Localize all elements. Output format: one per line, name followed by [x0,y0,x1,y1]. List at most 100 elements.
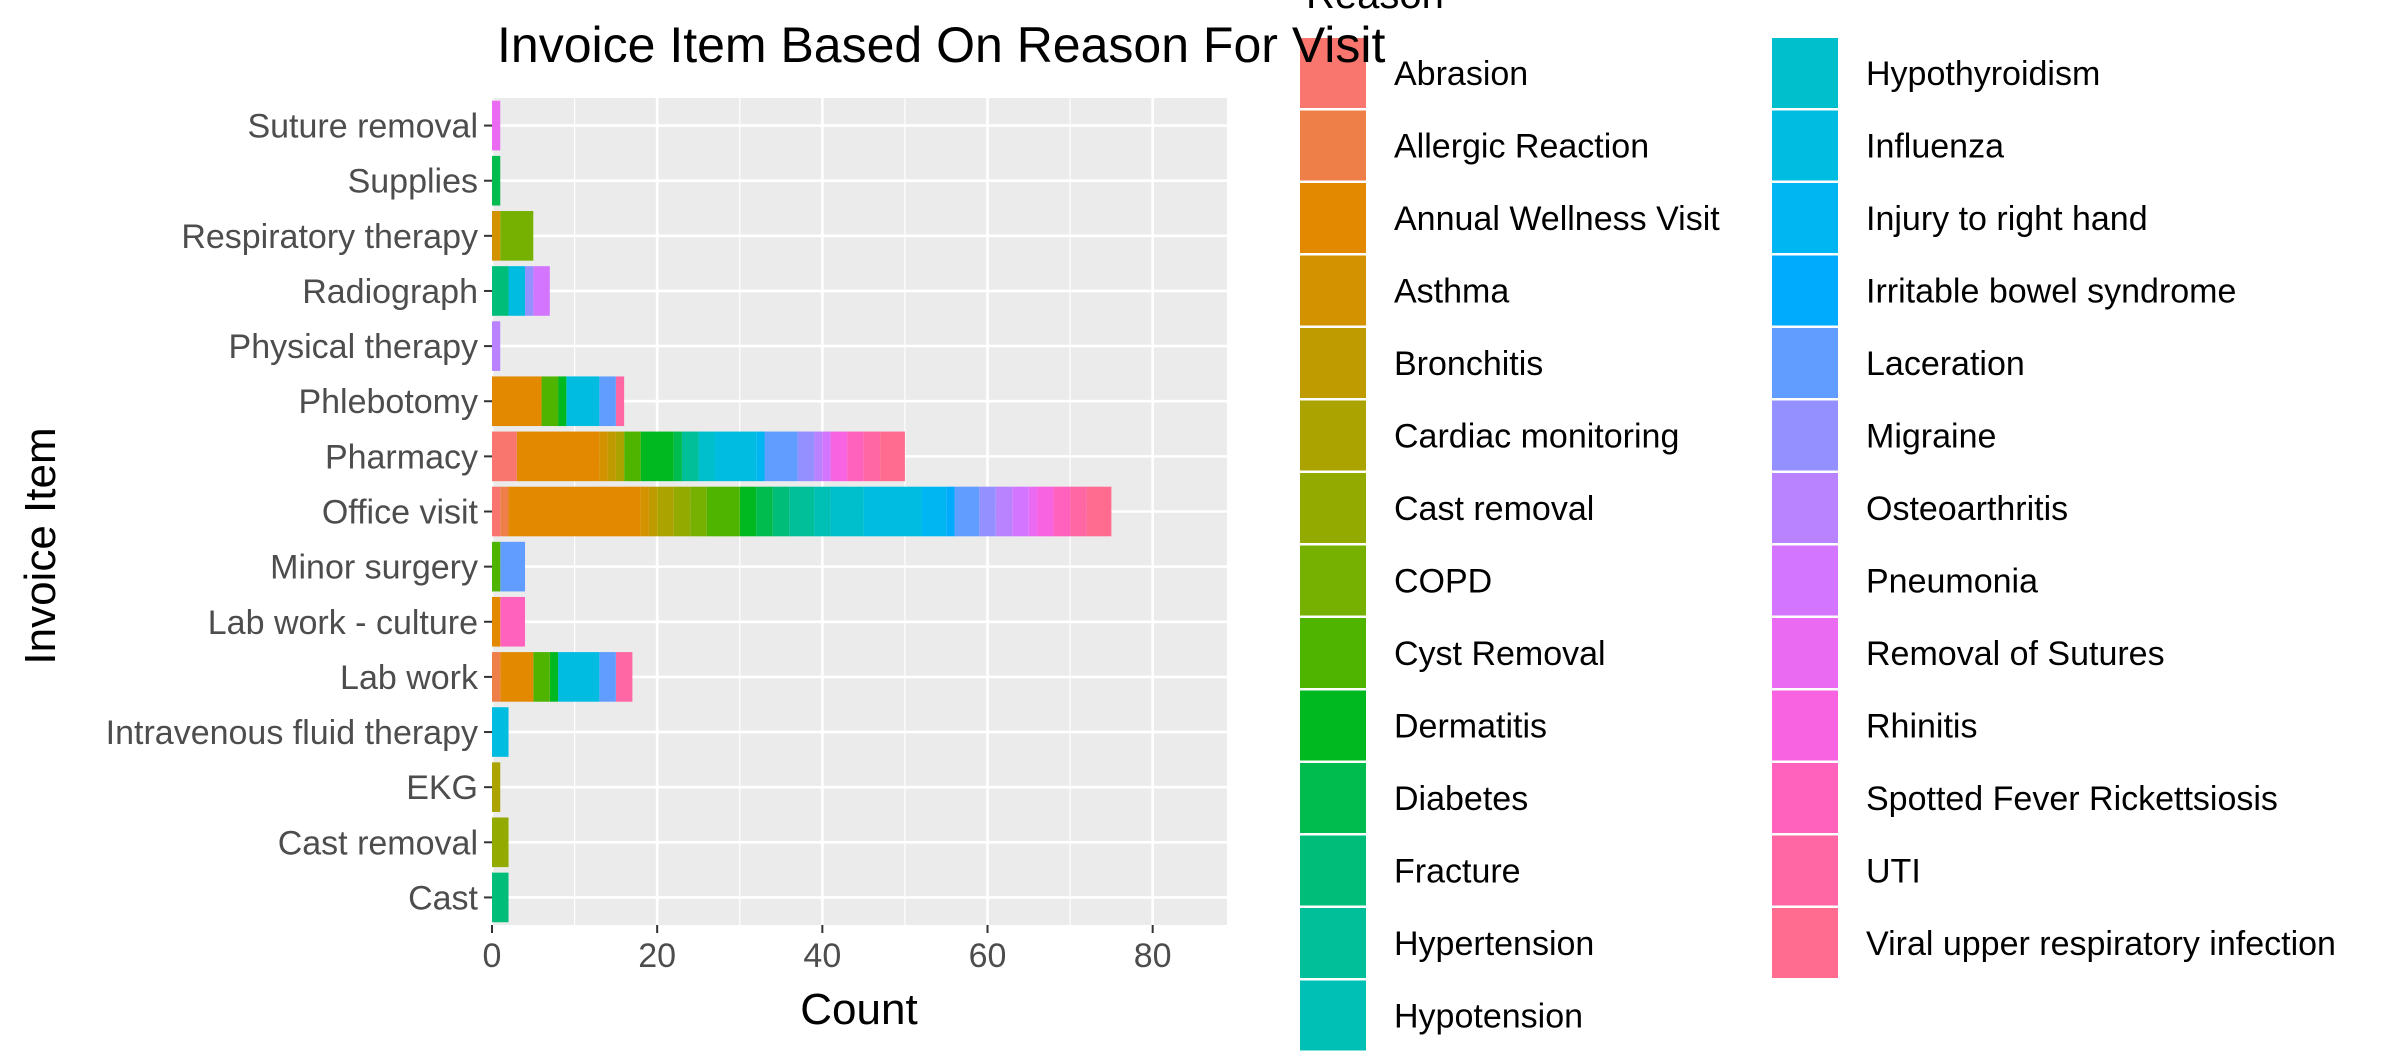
bar-segment [1086,486,1112,537]
y-tick-label: Intravenous fluid therapy [106,714,478,752]
bar-segment [739,486,757,537]
legend-key [1772,473,1838,543]
y-tick-label: Physical therapy [229,328,478,366]
bar-segment [492,321,501,371]
bar-segment [624,431,641,482]
legend-key [1300,980,1366,1051]
bar-segment [492,762,501,812]
legend-key [1772,690,1838,761]
legend-key [1772,835,1838,906]
bar-segment [764,431,798,482]
bar-segment [772,486,790,537]
legend-title: Reason [1306,0,1444,17]
legend: Reason Abrasion Allergic Reaction Annual We… [1300,0,2336,1051]
bar-segment [698,431,715,482]
bar-segment [880,431,905,482]
bar-segment [995,486,1013,537]
y-tick-label: Cast [408,879,478,917]
bar-segment [830,431,848,482]
bar-segment [508,486,641,537]
bar-segment [500,486,509,537]
legend-label: Rhinitis [1866,708,1977,746]
x-tick-label: 60 [969,937,1007,975]
legend-label: Abrasion [1394,55,1528,93]
bar-segment [814,486,831,537]
bar-segment [492,652,501,702]
bar-segment [492,596,501,647]
y-tick-label: Phlebotomy [298,383,478,421]
bar-segment [1053,486,1071,537]
legend-key [1772,618,1838,688]
legend-label: Viral upper respiratory infection [1866,925,2336,963]
x-tick-label: 80 [1134,937,1172,975]
legend-label: COPD [1394,563,1492,601]
legend-key [1300,400,1366,471]
y-tick-label: Pharmacy [325,438,478,476]
bar-segment [492,541,501,592]
bar-segment [492,817,509,868]
x-tick-label: 0 [483,937,502,975]
bar-segment [756,431,765,482]
bar-segment [640,486,649,537]
y-tick-label: Supplies [348,163,478,201]
x-axis-title: Count [800,985,917,1034]
axes-layer: 0 20 40 60 80 Cast Cast removal EKG Intravenous … [106,108,1172,975]
bar-segment [830,486,864,537]
legend-key [1772,763,1838,833]
bar-segment [847,431,864,482]
bar-segment [516,431,600,482]
legend-key [1772,110,1838,181]
chart-title: Invoice Item Based On Reason For Visit [497,17,1385,73]
legend-key [1300,835,1366,906]
legend-label: Spotted Fever Rickettsiosis [1866,780,2278,818]
bar-segment [756,486,773,537]
legend-label: Influenza [1866,128,2004,166]
bar-segment [714,431,757,482]
legend-label: Cyst Removal [1394,635,1606,673]
bar-segment [500,541,526,592]
legend-key [1772,908,1838,978]
legend-label: Removal of Sutures [1866,635,2165,673]
legend-key [1300,618,1366,688]
bar-segment [492,872,509,923]
legend-key [1300,690,1366,761]
legend-key [1300,908,1366,978]
bar-segment [1012,486,1029,537]
bar-segment [492,707,509,757]
bar-segment [500,596,526,647]
bar-segment [1070,486,1087,537]
bar-segment [648,486,658,537]
bar-segment [863,431,881,482]
bar-segment [508,266,526,316]
legend-label: Bronchitis [1394,345,1543,383]
legend-label: Hypotension [1394,998,1583,1036]
bar-segment [681,431,699,482]
legend-key [1300,328,1366,398]
bar-segment [1037,486,1054,537]
legend-key [1772,183,1838,253]
bar-segment [492,431,517,482]
legend-label: Osteoarthritis [1866,490,2068,528]
legend-key [1772,38,1838,108]
legend-key [1772,545,1838,616]
legend-label: Fracture [1394,853,1521,891]
legend-label: Hypothyroidism [1866,55,2100,93]
bar-segment [541,376,559,427]
bar-segment [500,211,534,261]
bar-segment [492,376,542,427]
legend-label: Dermatitis [1394,708,1547,746]
y-tick-label: Cast removal [278,824,478,862]
bar-segment [657,486,674,537]
legend-label: Migraine [1866,418,1996,456]
legend-label: Diabetes [1394,780,1528,818]
bar-segment [492,211,501,261]
legend-label: Cardiac monitoring [1394,418,1679,456]
bar-segment [1028,486,1038,537]
bar-segment [946,486,955,537]
legend-key [1300,473,1366,543]
legend-label: Annual Wellness Visit [1394,200,1720,238]
legend-key [1772,328,1838,398]
legend-label: Laceration [1866,345,2025,383]
y-tick-label: Lab work - culture [208,604,478,642]
